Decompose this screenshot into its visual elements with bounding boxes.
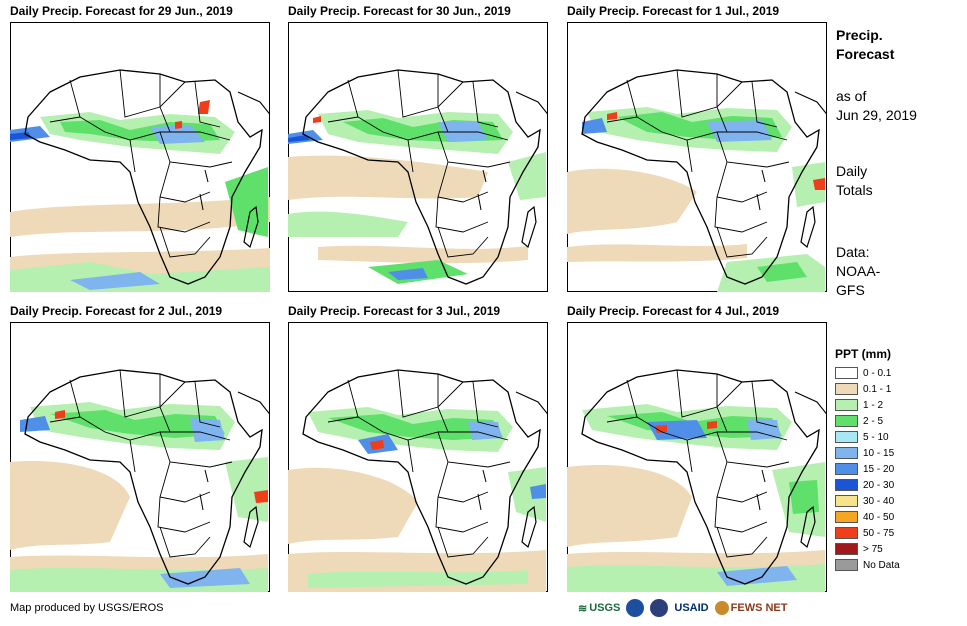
legend-swatch (835, 495, 858, 507)
asof-date: Jun 29, 2019 (836, 107, 917, 123)
legend-item: 5 - 10 (835, 429, 935, 445)
panel-title: Daily Precip. Forecast for 2 Jul., 2019 (10, 304, 223, 318)
legend-title: PPT (mm) (835, 347, 892, 361)
sidebar-title: Precip. Forecast (836, 26, 894, 64)
legend-label: 40 - 50 (863, 511, 895, 523)
legend-label: 0 - 0.1 (863, 367, 892, 379)
legend-swatch (835, 383, 858, 395)
legend-item: No Data (835, 557, 935, 573)
legend-label: 30 - 40 (863, 495, 895, 507)
usaid-seal-icon (650, 599, 669, 617)
legend-label: 20 - 30 (863, 479, 895, 491)
legend-item: > 75 (835, 541, 935, 557)
legend-swatch (835, 559, 858, 571)
data-line3: GFS (836, 282, 865, 298)
panel-title: Daily Precip. Forecast for 1 Jul., 2019 (567, 4, 780, 18)
legend-swatch (835, 431, 858, 443)
credit-text: Map produced by USGS/EROS (10, 602, 164, 614)
legend-swatch (835, 463, 858, 475)
legend-swatch (835, 527, 858, 539)
daily-line1: Daily (836, 163, 868, 179)
legend-label: 0.1 - 1 (863, 383, 892, 395)
panel-title: Daily Precip. Forecast for 3 Jul., 2019 (288, 304, 501, 318)
daily-line2: Totals (836, 182, 873, 198)
legend-item: 0.1 - 1 (835, 381, 935, 397)
precip-legend: PPT (mm) 0 - 0.1 0.1 - 1 1 - 2 2 - 5 5 - 10 1… (835, 347, 935, 573)
sidebar-title-line1: Precip. (836, 27, 883, 43)
legend-item: 40 - 50 (835, 509, 935, 525)
forecast-map (10, 22, 270, 292)
legend-swatch (835, 511, 858, 523)
legend-item: 1 - 2 (835, 397, 935, 413)
sidebar-data-source: Data: NOAA- GFS (836, 243, 880, 300)
legend-item: 0 - 0.1 (835, 365, 935, 381)
legend-label: > 75 (863, 543, 883, 555)
legend-item: 20 - 30 (835, 477, 935, 493)
usaid-logo: USAID (674, 602, 709, 614)
noaa-seal-icon (626, 599, 645, 617)
usgs-logo: ≋ USGS (578, 602, 621, 615)
panel-title: Daily Precip. Forecast for 4 Jul., 2019 (567, 304, 780, 318)
panel-title: Daily Precip. Forecast for 30 Jun., 2019 (288, 4, 511, 18)
usgs-wave-icon: ≋ (578, 602, 588, 615)
legend-swatch (835, 479, 858, 491)
legend-label: 50 - 75 (863, 527, 895, 539)
legend-swatch (835, 367, 858, 379)
asof-label: as of (836, 88, 867, 104)
legend-label: 15 - 20 (863, 463, 895, 475)
legend-swatch (835, 447, 858, 459)
legend-item: 50 - 75 (835, 525, 935, 541)
legend-label: No Data (863, 559, 900, 571)
forecast-map (567, 322, 827, 592)
sidebar-title-line2: Forecast (836, 46, 895, 62)
legend-label: 1 - 2 (863, 399, 884, 411)
fews-net-logo: FEWS NET (714, 601, 787, 615)
legend-swatch (835, 543, 858, 555)
legend-label: 5 - 10 (863, 431, 889, 443)
agency-logos: ≋ USGS USAID FEWS NET (578, 596, 787, 620)
sidebar-daily: Daily Totals (836, 162, 873, 200)
legend-item: 30 - 40 (835, 493, 935, 509)
legend-label: 10 - 15 (863, 447, 895, 459)
legend-swatch (835, 415, 858, 427)
data-line2: NOAA- (836, 263, 881, 279)
sidebar-asof: as of Jun 29, 2019 (836, 87, 917, 125)
fews-globe-icon (714, 601, 729, 615)
panel-title: Daily Precip. Forecast for 29 Jun., 2019 (10, 4, 233, 18)
legend-label: 2 - 5 (863, 415, 884, 427)
legend-item: 15 - 20 (835, 461, 935, 477)
forecast-map (10, 322, 270, 592)
data-line1: Data: (836, 244, 870, 260)
legend-item: 10 - 15 (835, 445, 935, 461)
forecast-map (288, 22, 548, 292)
forecast-map (567, 22, 827, 292)
legend-swatch (835, 399, 858, 411)
legend-item: 2 - 5 (835, 413, 935, 429)
forecast-map (288, 322, 548, 592)
